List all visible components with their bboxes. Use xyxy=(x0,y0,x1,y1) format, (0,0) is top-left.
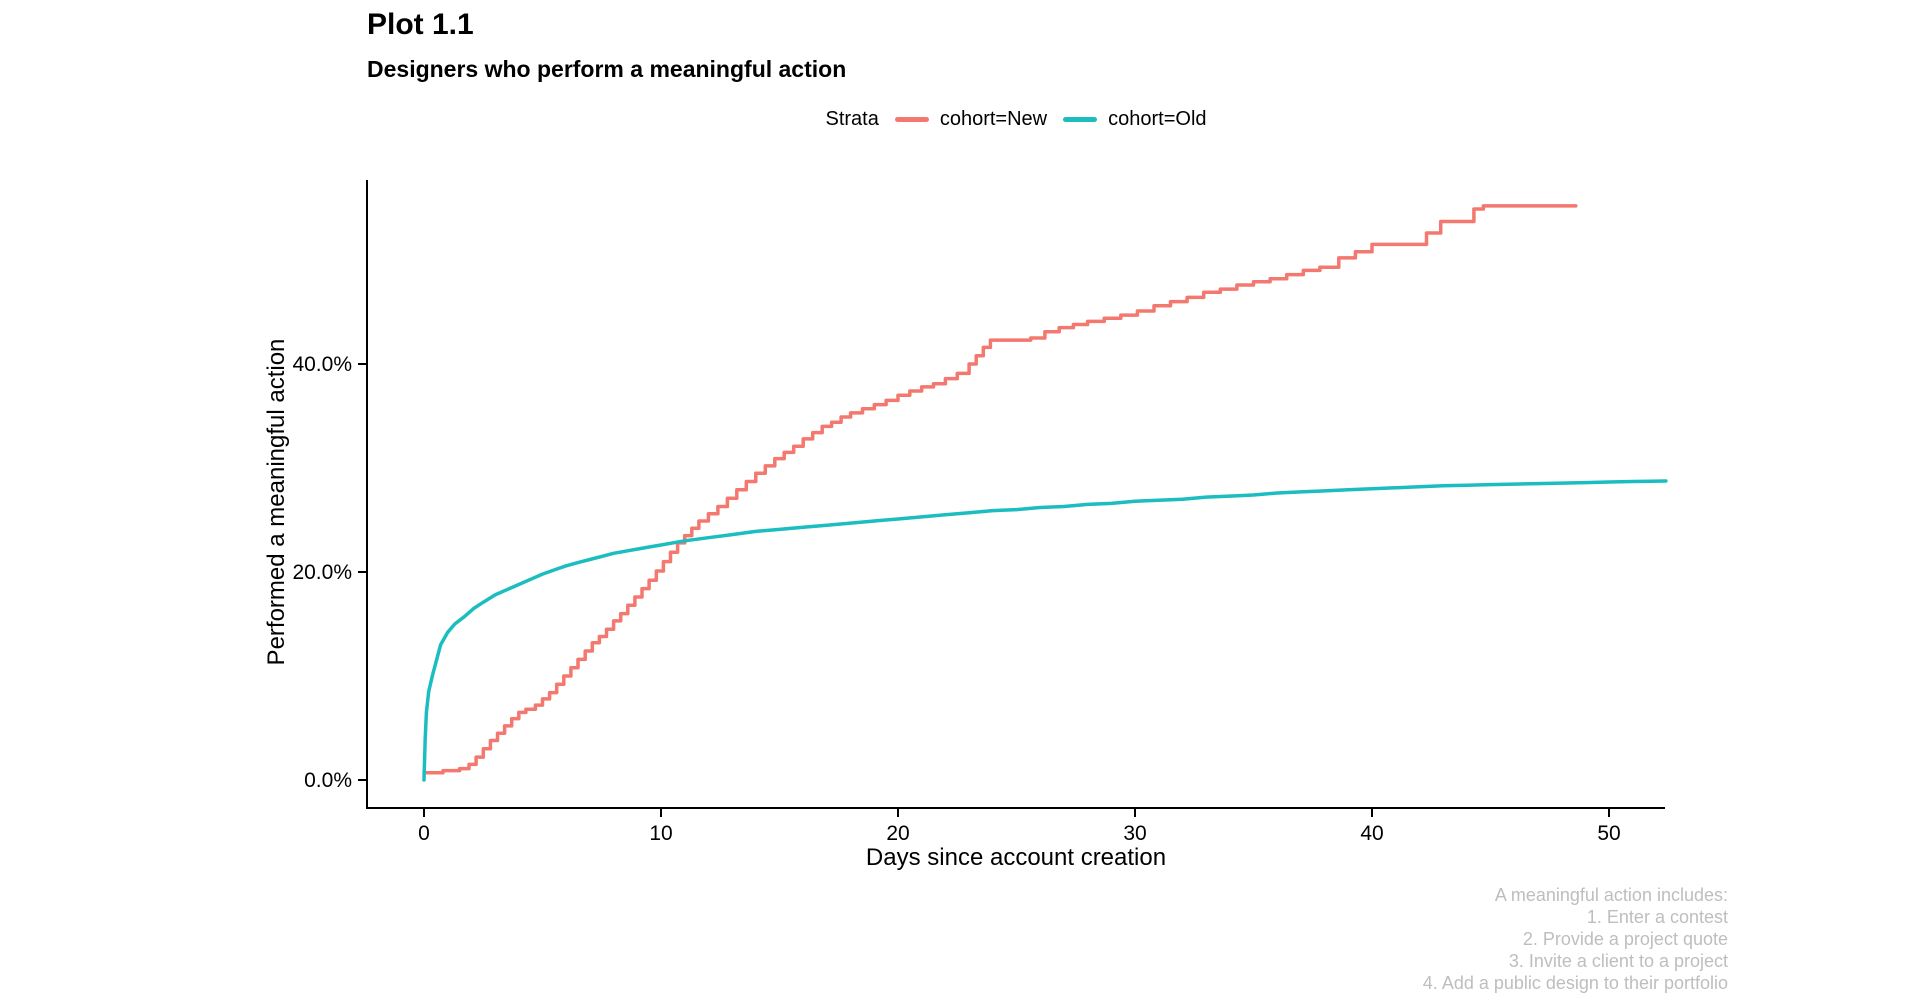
caption-line: A meaningful action includes: xyxy=(1494,885,1728,905)
caption-line: 2. Provide a project quote xyxy=(1522,929,1728,949)
legend-swatch-new-icon xyxy=(894,117,929,122)
x-tick-label: 30 xyxy=(1123,822,1146,845)
x-tick-label: 50 xyxy=(1597,822,1620,845)
y-axis-title: Performed a meaningful action xyxy=(263,338,290,666)
page-subtitle: Designers who perform a meaningful actio… xyxy=(367,56,847,82)
x-tick-label: 40 xyxy=(1360,822,1383,845)
caption-line: 3. Invite a client to a project xyxy=(1508,951,1728,971)
page-title: Plot 1.1 xyxy=(367,8,474,41)
x-tick-label: 20 xyxy=(886,822,909,845)
legend: Strata cohort=New cohort=Old xyxy=(367,108,1665,131)
legend-label-old: cohort=Old xyxy=(1108,108,1207,130)
caption: A meaningful action includes: 1. Enter a … xyxy=(1423,884,1728,994)
series-line-old xyxy=(422,479,1668,782)
x-tick-label: 10 xyxy=(649,822,672,845)
legend-title: Strata xyxy=(825,108,879,130)
y-tick-label: 0.0% xyxy=(304,769,352,792)
x-tick-label: 0 xyxy=(418,822,430,845)
legend-swatch-old-icon xyxy=(1063,117,1098,122)
caption-line: 4. Add a public design to their portfoli… xyxy=(1422,973,1728,993)
x-axis-title: Days since account creation xyxy=(865,844,1167,871)
y-tick-label: 40.0% xyxy=(292,353,352,376)
series-line-new xyxy=(422,204,1578,775)
legend-item-new: cohort=New xyxy=(894,108,1048,131)
caption-line: 1. Enter a contest xyxy=(1586,907,1728,927)
y-tick-label: 20.0% xyxy=(292,561,352,584)
legend-item-old: cohort=Old xyxy=(1063,108,1207,131)
legend-label-new: cohort=New xyxy=(939,108,1048,130)
